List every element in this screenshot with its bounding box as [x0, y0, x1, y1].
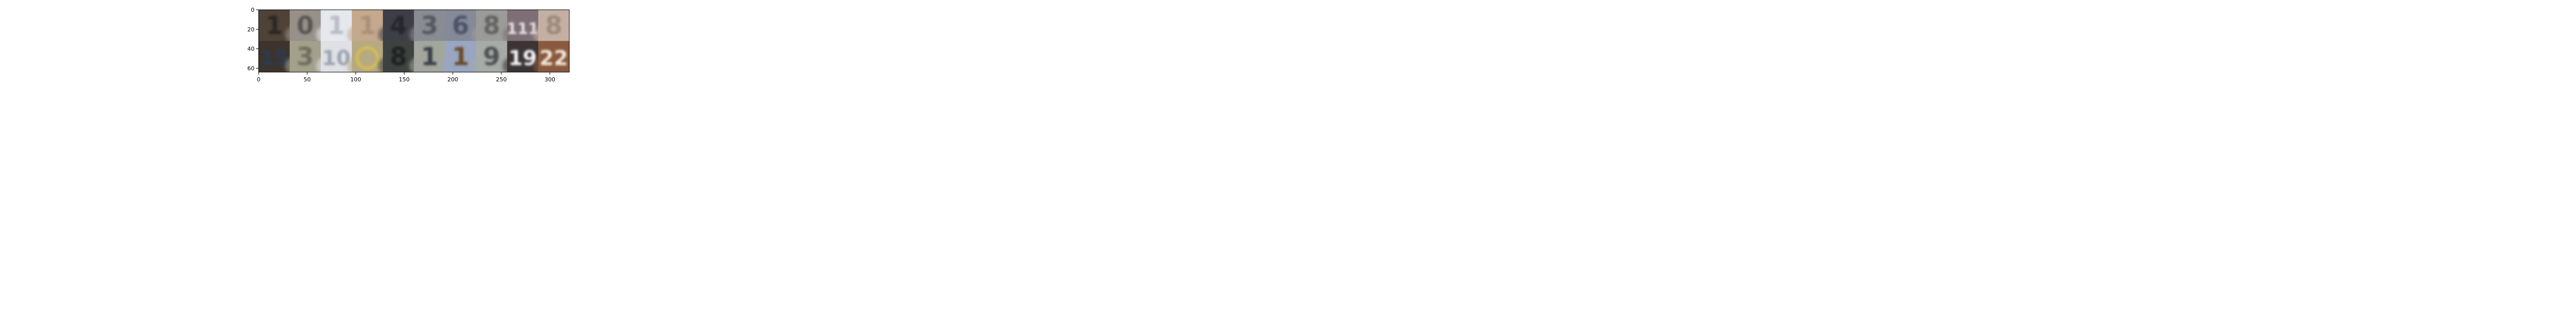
- y-tick-label: 40: [247, 46, 255, 53]
- x-tick-label: 100: [350, 76, 361, 83]
- x-tick-label: 150: [399, 76, 410, 83]
- image-tile: 8: [471, 10, 507, 44]
- tile-digit: 22: [539, 47, 568, 71]
- image-tile: 1: [409, 41, 446, 72]
- image-tile: 1: [259, 10, 290, 44]
- tile-digit: 15: [260, 47, 289, 71]
- image-tile: 19: [502, 41, 539, 72]
- tile-digit: 3: [421, 11, 438, 40]
- tile-digit: 8: [390, 43, 407, 72]
- image-tile: 15: [259, 41, 290, 72]
- y-tick-label: 0: [251, 7, 255, 13]
- x-tick-label: 200: [447, 76, 458, 83]
- x-tick-label: 250: [496, 76, 507, 83]
- tile-digit: 8: [545, 11, 562, 40]
- image-tile: 8: [533, 10, 569, 44]
- tile-digit: 1: [359, 11, 376, 40]
- plot-frame: [258, 9, 570, 73]
- image-tile: 3: [409, 10, 446, 44]
- tile-digit: 111: [506, 20, 539, 38]
- tile-digit: 9: [483, 43, 500, 72]
- image-tile: 3: [285, 41, 321, 72]
- tile-digit: 3: [297, 43, 314, 72]
- tile-digit: 6: [452, 11, 469, 40]
- image-tile: 8: [378, 41, 414, 72]
- image-tile: 9: [471, 41, 507, 72]
- tile-digit: 1: [421, 43, 438, 72]
- image-tile: 1: [347, 10, 383, 44]
- tile-digit: 10: [322, 47, 351, 71]
- y-tick-label: 20: [247, 26, 255, 33]
- y-axis: 0 20 40 60: [247, 7, 259, 72]
- image-tiles: 1 0 1 1 4 3 6 8 111 815 3 10 8 1 1 9 19 22: [259, 10, 569, 72]
- tile-digit: 0: [297, 11, 314, 40]
- tile-digit: 8: [483, 11, 500, 40]
- image-tile: 0: [285, 10, 321, 44]
- image-tile: 22: [533, 41, 569, 72]
- image-tile: 111: [502, 10, 539, 44]
- tile-digit: 1: [265, 11, 282, 40]
- image-tile: 10: [316, 41, 352, 72]
- x-tick-label: 0: [257, 76, 261, 83]
- tile-digit: 1: [328, 11, 345, 40]
- image-tile: 1: [440, 41, 477, 72]
- tile-digit: 19: [509, 47, 537, 71]
- y-tick-label: 60: [247, 65, 255, 72]
- tile-digit: 4: [390, 11, 407, 40]
- image-tile: 6: [440, 10, 477, 44]
- x-tick-label: 50: [303, 76, 311, 83]
- image-grid-figure: 1 0 1 1 4 3 6 8 111 815 3 10 8 1 1 9 19 22 0 50 100 150 200 25…: [247, 7, 570, 83]
- tile-digit: 1: [452, 43, 469, 72]
- x-axis: 0 50 100 150 200 250 300: [257, 72, 555, 83]
- x-tick-label: 300: [545, 76, 555, 83]
- tile-digit-mark: [355, 46, 379, 70]
- image-tile: 1: [316, 10, 352, 44]
- image-tile: [347, 41, 383, 72]
- image-tile: 4: [378, 10, 414, 44]
